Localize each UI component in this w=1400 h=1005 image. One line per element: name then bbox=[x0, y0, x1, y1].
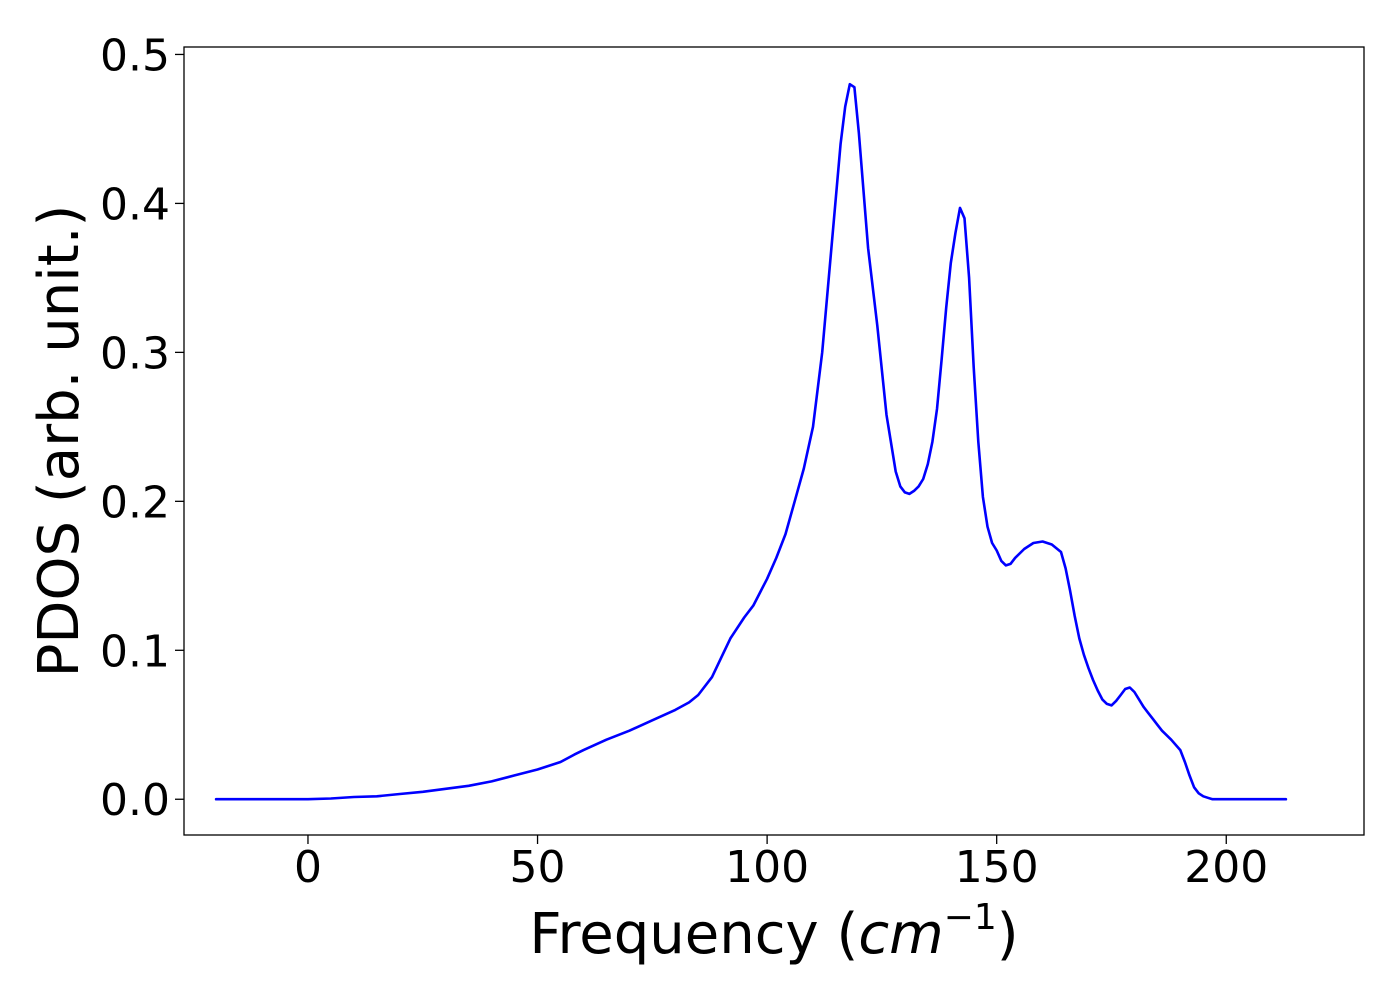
y-tick-label: 0.0 bbox=[100, 775, 170, 826]
x-tick-label: 150 bbox=[955, 842, 1039, 893]
y-tick-label: 0.4 bbox=[100, 179, 170, 230]
y-tick-label: 0.1 bbox=[100, 626, 170, 677]
plot-area-frame bbox=[183, 46, 1365, 836]
y-tick-label: 0.5 bbox=[100, 30, 170, 81]
y-tick-label: 0.2 bbox=[100, 477, 170, 528]
x-tick-label: 50 bbox=[510, 842, 566, 893]
x-tick-label: 0 bbox=[294, 842, 322, 893]
y-axis-label: PDOS (arb. unit.) bbox=[27, 205, 92, 678]
x-axis-ticks: 0 50 100 150 200 bbox=[294, 835, 1268, 893]
x-tick-label: 200 bbox=[1184, 842, 1268, 893]
y-tick-label: 0.3 bbox=[100, 328, 170, 379]
y-axis-ticks: 0.0 0.1 0.2 0.3 0.4 0.5 bbox=[100, 30, 184, 826]
x-axis-label: Frequency (cm−1) bbox=[529, 897, 1018, 967]
series-layer bbox=[214, 82, 1288, 801]
x-tick-label: 100 bbox=[725, 842, 809, 893]
x-axis-unit-exponent: −1 bbox=[944, 897, 997, 938]
x-axis-unit-base: cm bbox=[858, 902, 943, 967]
x-axis-label-text: Frequency bbox=[529, 902, 818, 967]
pdos-series-line bbox=[214, 82, 1288, 801]
